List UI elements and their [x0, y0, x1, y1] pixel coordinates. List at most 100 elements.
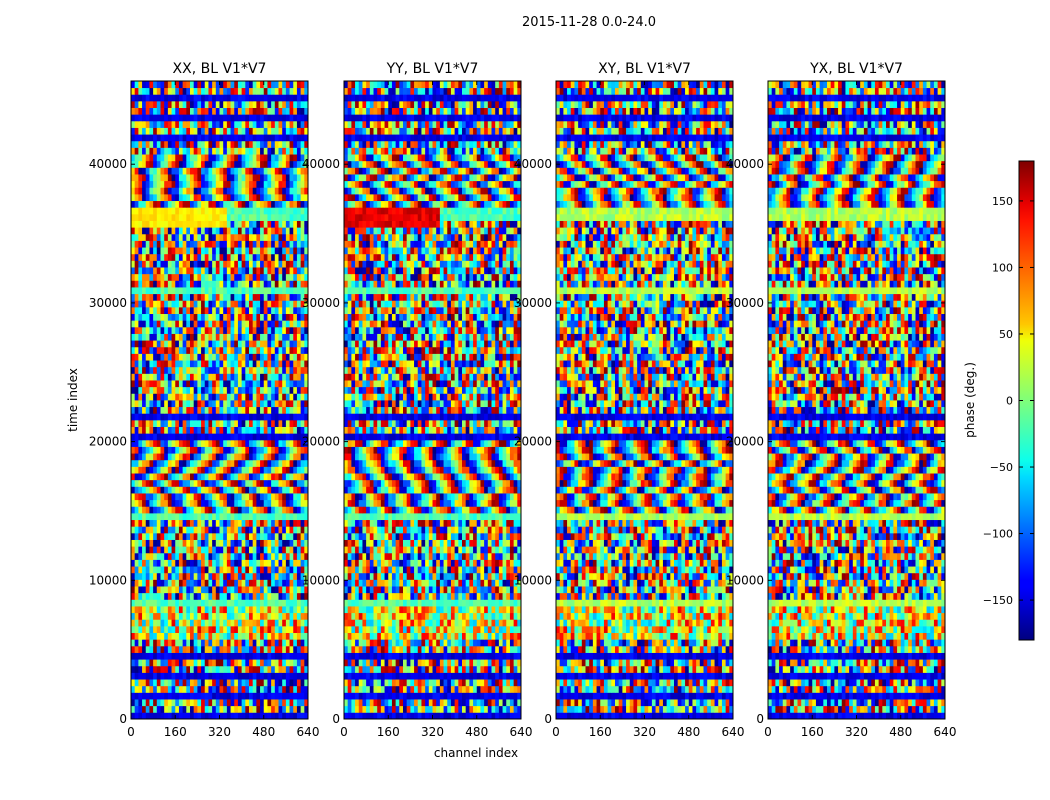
- heatmap-cell: [256, 127, 261, 135]
- heatmap-cell: [190, 306, 195, 315]
- heatmap-cell: [215, 400, 220, 408]
- heatmap-cell: [454, 712, 459, 719]
- heatmap-cell: [167, 320, 172, 328]
- heatmap-cell: [282, 506, 287, 514]
- heatmap-cell: [300, 380, 305, 388]
- heatmap-cell: [156, 207, 161, 215]
- heatmap-cell: [167, 207, 172, 215]
- heatmap-cell: [502, 692, 507, 700]
- heatmap-cell: [355, 672, 360, 680]
- heatmap-cell: [212, 473, 217, 481]
- heatmap-cell: [160, 625, 165, 634]
- heatmap-cell: [160, 499, 165, 507]
- heatmap-cell: [182, 253, 187, 261]
- heatmap-cell: [274, 120, 279, 128]
- heatmap-cell: [267, 526, 272, 534]
- heatmap-cell: [469, 672, 474, 680]
- heatmap-cell: [167, 612, 172, 620]
- heatmap-cell: [304, 639, 308, 647]
- heatmap-cell: [256, 539, 261, 547]
- heatmap-cell: [149, 247, 154, 255]
- heatmap-cell: [260, 572, 265, 580]
- heatmap-cell: [145, 559, 150, 567]
- heatmap-cell: [304, 100, 308, 108]
- heatmap-cell: [175, 333, 180, 341]
- heatmap-cell: [241, 406, 246, 414]
- heatmap-cell: [282, 147, 287, 155]
- heatmap-cell: [186, 293, 191, 301]
- heatmap-cell: [160, 346, 165, 354]
- heatmap-cell: [285, 712, 290, 719]
- heatmap-cell: [142, 413, 147, 421]
- heatmap-cell: [142, 592, 147, 600]
- heatmap-cell: [362, 672, 367, 680]
- heatmap-cell: [509, 672, 515, 680]
- heatmap-cell: [175, 213, 180, 221]
- heatmap-cell: [145, 473, 150, 481]
- heatmap-cell: [296, 366, 302, 374]
- heatmap-cell: [373, 692, 378, 700]
- heatmap-cell: [156, 300, 161, 308]
- heatmap-cell: [263, 433, 268, 441]
- heatmap-cell: [134, 353, 139, 361]
- heatmap-cell: [186, 639, 191, 647]
- heatmap-cell: [263, 486, 268, 494]
- heatmap-cell: [149, 280, 154, 288]
- heatmap-cell: [215, 466, 220, 474]
- heatmap-cell: [271, 572, 276, 580]
- heatmap-cell: [219, 592, 224, 600]
- heatmap-cell: [245, 174, 250, 182]
- heatmap-cell: [208, 519, 213, 527]
- heatmap-cell: [145, 413, 150, 421]
- heatmap-cell: [300, 260, 305, 268]
- heatmap-cell: [237, 519, 243, 527]
- heatmap-cell: [260, 439, 265, 447]
- heatmap-cell: [274, 293, 279, 301]
- heatmap-cell: [502, 672, 507, 680]
- heatmap-cell: [300, 134, 305, 142]
- heatmap-cell: [256, 280, 261, 288]
- heatmap-cell: [212, 160, 217, 168]
- heatmap-cell: [178, 400, 184, 408]
- heatmap-cell: [271, 433, 276, 441]
- heatmap-cell: [237, 213, 243, 221]
- heatmap-cell: [237, 439, 243, 447]
- heatmap-cell: [208, 659, 213, 667]
- heatmap-cell: [249, 187, 254, 195]
- heatmap-cell: [226, 107, 231, 115]
- heatmap-cell: [134, 167, 139, 175]
- heatmap-cell: [178, 193, 184, 202]
- heatmap-cell: [219, 247, 224, 255]
- heatmap-cell: [226, 340, 231, 348]
- heatmap-cell: [304, 200, 308, 208]
- heatmap-cell: [304, 665, 308, 673]
- heatmap-cell: [289, 685, 294, 693]
- heatmap-cell: [164, 413, 169, 421]
- heatmap-cell: [241, 552, 246, 560]
- heatmap-cell: [278, 466, 283, 474]
- heatmap-cell: [178, 120, 184, 128]
- heatmap-cell: [293, 140, 298, 148]
- heatmap-cell: [439, 712, 444, 719]
- heatmap-cell: [355, 692, 360, 700]
- heatmap-cell: [149, 174, 154, 182]
- heatmap-cell: [300, 154, 305, 162]
- heatmap-cell: [219, 433, 224, 441]
- heatmap-cell: [443, 679, 448, 687]
- heatmap-cell: [134, 659, 139, 667]
- heatmap-cell: [267, 639, 272, 647]
- heatmap-cell: [208, 353, 213, 361]
- heatmap-cell: [208, 672, 213, 680]
- heatmap-cell: [245, 645, 250, 653]
- heatmap-cell: [465, 699, 470, 707]
- heatmap-cell: [149, 705, 154, 713]
- heatmap-cell: [285, 87, 290, 95]
- heatmap-cell: [175, 459, 180, 467]
- heatmap-cell: [241, 167, 246, 175]
- heatmap-cell: [249, 100, 254, 108]
- heatmap-cell: [300, 566, 305, 574]
- heatmap-cell: [142, 227, 147, 235]
- heatmap-cell: [156, 685, 161, 693]
- heatmap-cell: [237, 705, 243, 713]
- heatmap-cell: [145, 645, 150, 653]
